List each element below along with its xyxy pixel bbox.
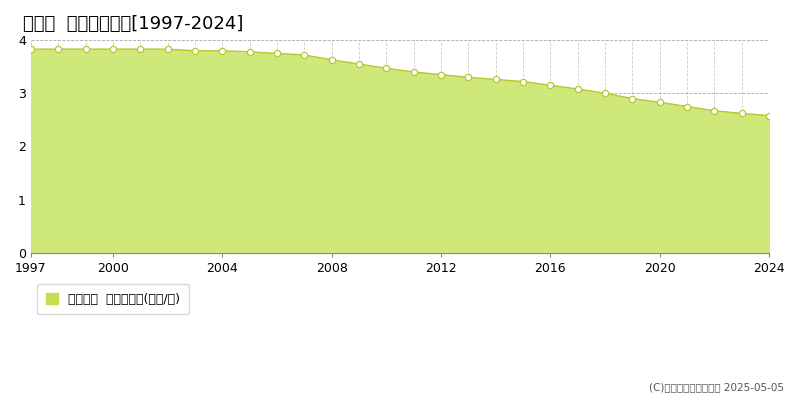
Text: 仁木町  基準地価推移[1997-2024]: 仁木町 基準地価推移[1997-2024] <box>23 15 244 33</box>
Legend: 基準地価  平均坪単価(万円/坪): 基準地価 平均坪単価(万円/坪) <box>37 284 189 314</box>
Text: (C)土地価格ドットコム 2025-05-05: (C)土地価格ドットコム 2025-05-05 <box>649 382 784 392</box>
